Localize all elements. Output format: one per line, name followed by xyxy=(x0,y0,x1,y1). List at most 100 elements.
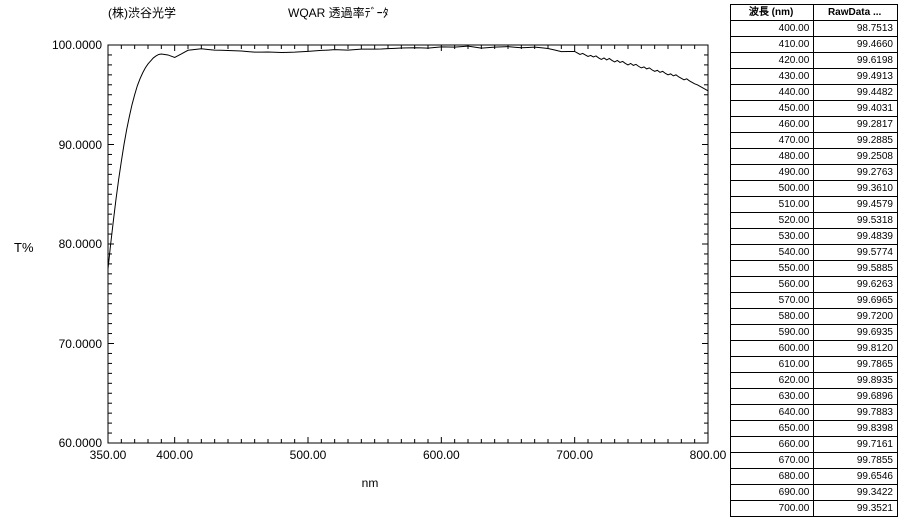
table-row: 430.0099.4913 xyxy=(731,69,898,85)
table-cell: 470.00 xyxy=(731,133,814,149)
table-cell: 99.6263 xyxy=(814,277,898,293)
table-row: 530.0099.4839 xyxy=(731,229,898,245)
table-cell: 99.3422 xyxy=(814,485,898,501)
table-body: 400.0098.7513410.0099.4660420.0099.61984… xyxy=(731,21,898,517)
table-cell: 99.6935 xyxy=(814,325,898,341)
table-cell: 700.00 xyxy=(731,501,814,517)
table-cell: 550.00 xyxy=(731,261,814,277)
table-cell: 610.00 xyxy=(731,357,814,373)
table-row: 690.0099.3422 xyxy=(731,485,898,501)
table-cell: 99.5774 xyxy=(814,245,898,261)
table-row: 660.0099.7161 xyxy=(731,437,898,453)
table-cell: 98.7513 xyxy=(814,21,898,37)
table-cell: 520.00 xyxy=(731,213,814,229)
table-cell: 530.00 xyxy=(731,229,814,245)
table-cell: 670.00 xyxy=(731,453,814,469)
table-cell: 580.00 xyxy=(731,309,814,325)
x-tick-label: 500.00 xyxy=(290,448,327,462)
table-cell: 600.00 xyxy=(731,341,814,357)
table-row: 480.0099.2508 xyxy=(731,149,898,165)
table-cell: 99.8120 xyxy=(814,341,898,357)
table-row: 440.0099.4482 xyxy=(731,85,898,101)
table-cell: 99.3521 xyxy=(814,501,898,517)
y-axis-label: T% xyxy=(14,240,34,255)
x-tick-label: 600.00 xyxy=(423,448,460,462)
company-label: (株)渋谷光学 xyxy=(108,4,176,21)
table-row: 570.0099.6965 xyxy=(731,293,898,309)
table-cell: 99.7883 xyxy=(814,405,898,421)
table-cell: 420.00 xyxy=(731,53,814,69)
table-row: 560.0099.6263 xyxy=(731,277,898,293)
y-tick-label: 70.0000 xyxy=(42,337,102,351)
page-root: (株)渋谷光学 WQAR 透過率ﾃﾞｰﾀ T% nm 60.000070.000… xyxy=(0,0,900,525)
table-cell: 99.4660 xyxy=(814,37,898,53)
table-cell: 560.00 xyxy=(731,277,814,293)
table-cell: 640.00 xyxy=(731,405,814,421)
table-cell: 99.4839 xyxy=(814,229,898,245)
table-row: 700.0099.3521 xyxy=(731,501,898,517)
table-cell: 410.00 xyxy=(731,37,814,53)
col-rawdata: RawData ... xyxy=(814,5,898,21)
table-row: 670.0099.7855 xyxy=(731,453,898,469)
table-header: 波長 (nm) RawData ... xyxy=(731,5,898,21)
table-cell: 99.4913 xyxy=(814,69,898,85)
table-cell: 99.7200 xyxy=(814,309,898,325)
x-tick-label: 400.00 xyxy=(156,448,193,462)
x-tick-label: 700.00 xyxy=(556,448,593,462)
table-row: 410.0099.4660 xyxy=(731,37,898,53)
table-row: 590.0099.6935 xyxy=(731,325,898,341)
table-cell: 99.2763 xyxy=(814,165,898,181)
chart-svg xyxy=(20,30,720,490)
table-cell: 480.00 xyxy=(731,149,814,165)
table-cell: 99.2817 xyxy=(814,117,898,133)
table-row: 500.0099.3610 xyxy=(731,181,898,197)
table-cell: 99.2508 xyxy=(814,149,898,165)
table-row: 490.0099.2763 xyxy=(731,165,898,181)
x-tick-label: 350.00 xyxy=(90,448,127,462)
table-row: 640.0099.7883 xyxy=(731,405,898,421)
table-row: 620.0099.8935 xyxy=(731,373,898,389)
table-cell: 400.00 xyxy=(731,21,814,37)
table-cell: 630.00 xyxy=(731,389,814,405)
table-cell: 99.4579 xyxy=(814,197,898,213)
x-tick-label: 800.00 xyxy=(690,448,727,462)
table-row: 420.0099.6198 xyxy=(731,53,898,69)
table-cell: 650.00 xyxy=(731,421,814,437)
table-cell: 590.00 xyxy=(731,325,814,341)
table-row: 450.0099.4031 xyxy=(731,101,898,117)
header: (株)渋谷光学 WQAR 透過率ﾃﾞｰﾀ xyxy=(0,4,720,28)
y-tick-label: 90.0000 xyxy=(42,138,102,152)
table-row: 630.0099.6896 xyxy=(731,389,898,405)
table-cell: 540.00 xyxy=(731,245,814,261)
table-cell: 570.00 xyxy=(731,293,814,309)
table-cell: 99.5885 xyxy=(814,261,898,277)
table-cell: 440.00 xyxy=(731,85,814,101)
chart-title: WQAR 透過率ﾃﾞｰﾀ xyxy=(288,4,389,21)
data-table: 波長 (nm) RawData ... 400.0098.7513410.009… xyxy=(730,4,898,517)
table-cell: 99.6546 xyxy=(814,469,898,485)
table-cell: 99.6965 xyxy=(814,293,898,309)
table-cell: 99.4482 xyxy=(814,85,898,101)
table-cell: 500.00 xyxy=(731,181,814,197)
table-cell: 99.7161 xyxy=(814,437,898,453)
table-row: 580.0099.7200 xyxy=(731,309,898,325)
table-cell: 99.6198 xyxy=(814,53,898,69)
table-row: 540.0099.5774 xyxy=(731,245,898,261)
table-row: 510.0099.4579 xyxy=(731,197,898,213)
table-cell: 450.00 xyxy=(731,101,814,117)
table-row: 470.0099.2885 xyxy=(731,133,898,149)
x-axis-label: nm xyxy=(20,476,720,490)
table-cell: 690.00 xyxy=(731,485,814,501)
table-cell: 99.7865 xyxy=(814,357,898,373)
col-wavelength: 波長 (nm) xyxy=(731,5,814,21)
y-tick-label: 80.0000 xyxy=(42,237,102,251)
table-row: 650.0099.8398 xyxy=(731,421,898,437)
table-row: 600.0099.8120 xyxy=(731,341,898,357)
table-cell: 99.4031 xyxy=(814,101,898,117)
table-cell: 510.00 xyxy=(731,197,814,213)
table-row: 400.0098.7513 xyxy=(731,21,898,37)
table-cell: 460.00 xyxy=(731,117,814,133)
table-cell: 430.00 xyxy=(731,69,814,85)
table-cell: 660.00 xyxy=(731,437,814,453)
table-cell: 620.00 xyxy=(731,373,814,389)
